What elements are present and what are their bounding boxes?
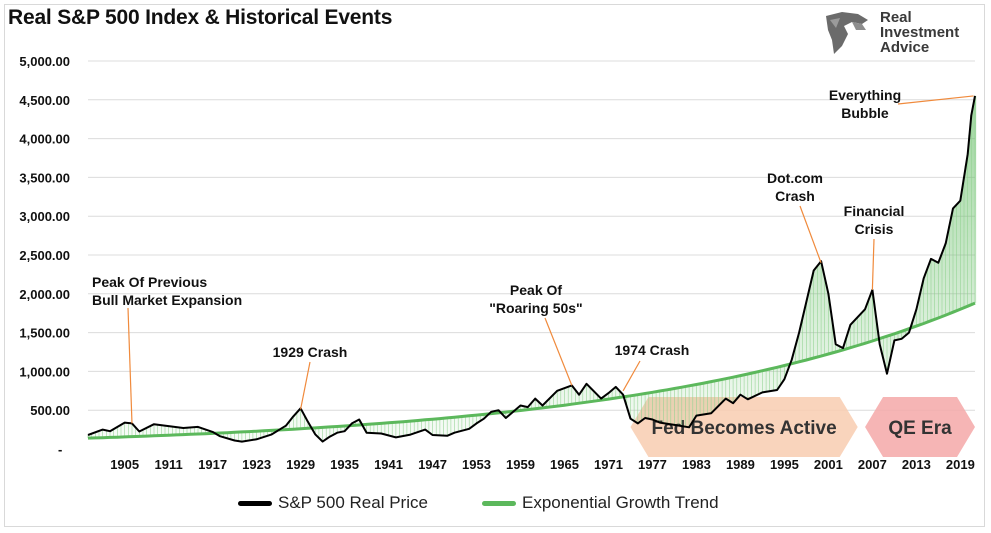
annotation-label: 1974 Crash [615,342,690,358]
y-tick-label: 5,000.00 [19,54,70,69]
x-tick-label: 1965 [550,457,579,472]
annotation-label: Financial [844,203,905,219]
price-line [87,95,976,443]
annotation-label: "Roaring 50s" [489,300,582,316]
era-arrow [865,397,975,457]
brand-name-line: Real [880,9,912,26]
annotation-leader-line [299,361,311,410]
legend-swatch-green [482,500,516,506]
x-tick-label: 1959 [506,457,535,472]
annotation-label: Bull Market Expansion [92,292,242,308]
x-tick-label: 1971 [594,457,623,472]
x-tick-label: 1923 [242,457,271,472]
x-tick-label: 1911 [155,457,183,472]
annotation-label: 1929 Crash [273,344,348,360]
annotation-label: Peak Of Previous [92,274,207,290]
annotation-label: Peak Of [510,282,562,298]
y-tick-label: 2,500.00 [19,248,70,263]
annotation-leader-line [799,205,822,263]
brand-name-line: Advice [880,39,930,56]
eagle-logo-icon [826,12,868,54]
era-label: Fed Becomes Active [652,418,837,439]
legend-label: S&P 500 Real Price [278,493,428,512]
x-tick-label: 1983 [682,457,711,472]
x-tick-label: 2013 [902,457,931,472]
y-tick-label: 500.00 [30,403,70,418]
trend-line [87,301,976,440]
x-tick-label: 2007 [858,457,887,472]
era-label: QE Era [888,418,952,439]
legend-swatch-black [238,500,272,506]
legend-item-sp500: S&P 500 Real Price [238,493,428,513]
y-tick-label: 1,000.00 [19,364,70,379]
x-tick-label: 1941 [374,457,403,472]
annotation-label: Dot.com [767,170,823,186]
x-tick-label: 2001 [814,457,843,472]
y-tick-label: 1,500.00 [19,326,70,341]
annotation-leader-line [871,238,875,290]
x-tick-label: 1905 [110,457,139,472]
y-tick-label: 4,000.00 [19,132,70,147]
brand-name-line: Investment [880,24,960,41]
legend-item-trend: Exponential Growth Trend [482,493,719,513]
brand-name: Real Investment Advice [880,10,959,55]
annotation-leader-line [127,307,133,424]
x-tick-label: 2019 [946,457,975,472]
chart-title: Real S&P 500 Index & Historical Events [8,6,393,29]
x-tick-label: 1929 [286,457,315,472]
y-tick-label: - [58,442,62,457]
x-tick-label: 1995 [770,457,799,472]
annotation-label: Bubble [841,105,889,121]
x-tick-label: 1953 [462,457,491,472]
annotation-leader-line [622,360,641,392]
y-tick-label: 2,000.00 [19,287,70,302]
y-tick-label: 3,500.00 [19,170,70,185]
y-tick-label: 3,000.00 [19,209,70,224]
annotation-label: Crisis [855,221,894,237]
x-tick-label: 1935 [330,457,359,472]
x-tick-label: 1977 [638,457,667,472]
annotation-leader-line [544,317,573,386]
price-trend-hatch [87,95,976,442]
x-tick-label: 1947 [418,457,447,472]
annotation-label: Crash [775,188,815,204]
price-trend-fill [86,95,977,442]
annotation-label: Everything [829,87,901,103]
brand-logo: Real Investment Advice [822,6,982,62]
legend-label: Exponential Growth Trend [522,493,719,512]
x-tick-label: 1917 [198,457,227,472]
x-tick-label: 1989 [726,457,755,472]
y-tick-label: 4,500.00 [19,93,70,108]
annotation-leader-line [897,95,974,105]
chart-legend: S&P 500 Real Price Exponential Growth Tr… [0,493,991,513]
